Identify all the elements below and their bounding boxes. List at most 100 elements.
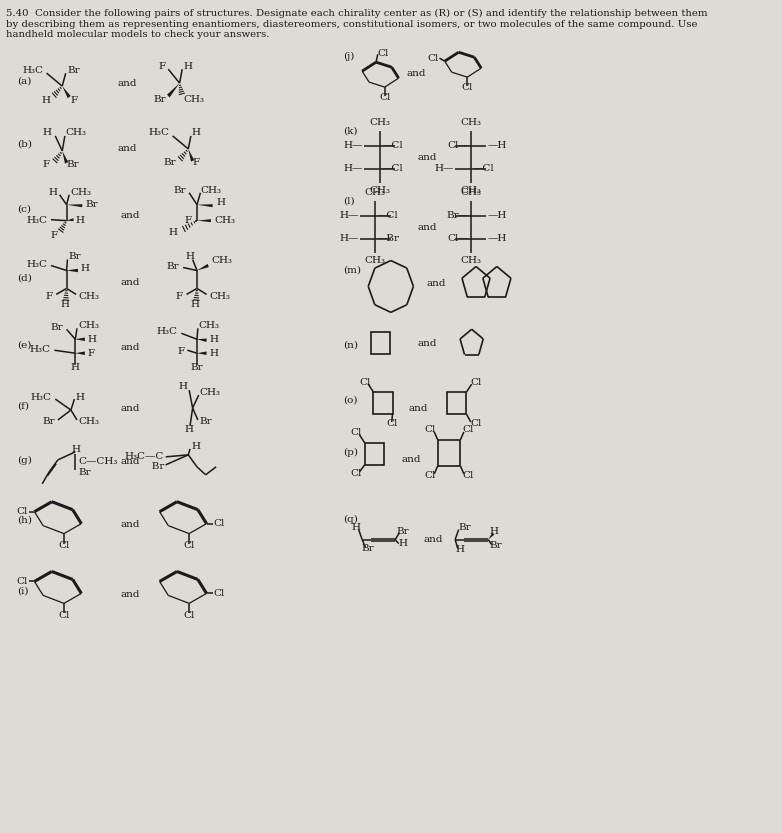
Text: Cl: Cl — [59, 611, 70, 620]
Polygon shape — [488, 532, 494, 540]
Text: (f): (f) — [17, 402, 29, 411]
Text: H₃C: H₃C — [30, 345, 51, 354]
Text: H—: H— — [343, 164, 363, 173]
Text: Br: Br — [153, 95, 166, 103]
Text: H₃C: H₃C — [148, 128, 169, 137]
Text: H: H — [191, 300, 199, 309]
Text: Cl: Cl — [379, 92, 390, 102]
Text: Cl: Cl — [425, 471, 436, 481]
Text: CH₃: CH₃ — [199, 321, 220, 330]
Text: H: H — [192, 442, 201, 451]
Text: Br: Br — [51, 323, 63, 332]
Text: Cl: Cl — [462, 426, 473, 435]
Text: Br: Br — [167, 262, 180, 271]
Text: Cl—: Cl— — [447, 142, 469, 151]
Polygon shape — [167, 83, 180, 97]
Polygon shape — [66, 204, 82, 207]
Text: Br: Br — [67, 66, 80, 75]
Text: —Cl: —Cl — [382, 142, 403, 151]
Text: H: H — [185, 252, 195, 261]
Text: H₃C: H₃C — [27, 216, 48, 225]
Text: CH₃: CH₃ — [70, 188, 91, 197]
Text: Cl: Cl — [427, 53, 439, 62]
Text: (b): (b) — [17, 139, 32, 148]
Text: Cl: Cl — [184, 611, 195, 620]
Text: (e): (e) — [17, 341, 31, 350]
Bar — [371, 332, 390, 354]
Text: Br: Br — [191, 362, 203, 372]
Text: Cl: Cl — [16, 507, 27, 516]
Bar — [447, 392, 466, 414]
Text: CH₃: CH₃ — [211, 256, 232, 265]
Text: Br: Br — [68, 252, 81, 261]
Text: Br: Br — [199, 417, 212, 426]
Text: CH₃: CH₃ — [364, 188, 386, 197]
Text: (q): (q) — [343, 515, 358, 524]
Text: (a): (a) — [17, 77, 31, 86]
Text: Br—: Br— — [446, 212, 469, 220]
Text: H: H — [71, 362, 80, 372]
Text: 5.40  Consider the following pairs of structures. Designate each chirality cente: 5.40 Consider the following pairs of str… — [5, 9, 708, 39]
Text: H₃C: H₃C — [157, 327, 178, 336]
Text: H: H — [192, 128, 201, 137]
Text: H: H — [49, 188, 58, 197]
Polygon shape — [197, 264, 209, 271]
Text: H—: H— — [435, 164, 454, 173]
Bar — [374, 392, 393, 414]
Polygon shape — [197, 219, 211, 222]
Bar — [364, 443, 384, 465]
Text: Cl: Cl — [16, 577, 27, 586]
Text: Br: Br — [458, 523, 472, 532]
Text: Cl: Cl — [350, 469, 361, 478]
Text: (d): (d) — [17, 274, 32, 283]
Text: (l): (l) — [343, 197, 355, 205]
Text: and: and — [424, 535, 443, 544]
Text: F: F — [159, 62, 166, 71]
Text: Cl: Cl — [350, 428, 361, 437]
Text: and: and — [409, 403, 429, 412]
Text: C—CH₃: C—CH₃ — [79, 457, 118, 466]
Polygon shape — [197, 204, 213, 207]
Text: H₃C: H₃C — [27, 260, 48, 269]
Text: H₃C: H₃C — [22, 66, 43, 75]
Text: (o): (o) — [343, 396, 357, 405]
Text: and: and — [120, 457, 140, 466]
Text: Br: Br — [490, 541, 503, 550]
Text: —Cl: —Cl — [382, 164, 403, 173]
Text: Cl—: Cl— — [447, 234, 469, 243]
Text: Br: Br — [43, 417, 56, 426]
Text: and: and — [120, 520, 140, 529]
Text: Cl: Cl — [360, 377, 371, 387]
Text: H: H — [490, 527, 499, 536]
Text: CH₃: CH₃ — [369, 187, 390, 195]
Text: CH₃: CH₃ — [199, 387, 221, 397]
Text: —Cl: —Cl — [472, 164, 494, 173]
Text: Br: Br — [86, 200, 99, 209]
Text: and: and — [402, 456, 421, 464]
Text: Br: Br — [142, 462, 164, 471]
Text: Br: Br — [163, 158, 176, 167]
Text: H: H — [72, 446, 81, 454]
Text: CH₃: CH₃ — [369, 118, 390, 127]
Text: H: H — [209, 335, 218, 344]
Text: Cl: Cl — [425, 426, 436, 435]
Text: CH₃: CH₃ — [183, 95, 204, 103]
Text: Cl: Cl — [378, 48, 389, 57]
Text: —Br: —Br — [377, 234, 400, 243]
Text: and: and — [120, 278, 140, 287]
Text: and: and — [117, 144, 137, 153]
Text: CH₃: CH₃ — [461, 187, 481, 195]
Polygon shape — [197, 338, 206, 342]
Text: H: H — [81, 264, 89, 273]
Text: (p): (p) — [343, 448, 358, 457]
Polygon shape — [197, 352, 206, 355]
Text: F: F — [176, 292, 183, 301]
Text: Br: Br — [397, 527, 410, 536]
Polygon shape — [188, 149, 194, 162]
Text: Cl: Cl — [461, 82, 473, 92]
Text: CH₃: CH₃ — [214, 216, 235, 225]
Text: and: and — [418, 153, 437, 162]
Text: F: F — [45, 292, 52, 301]
Text: (g): (g) — [17, 456, 32, 466]
Text: (c): (c) — [17, 204, 31, 213]
